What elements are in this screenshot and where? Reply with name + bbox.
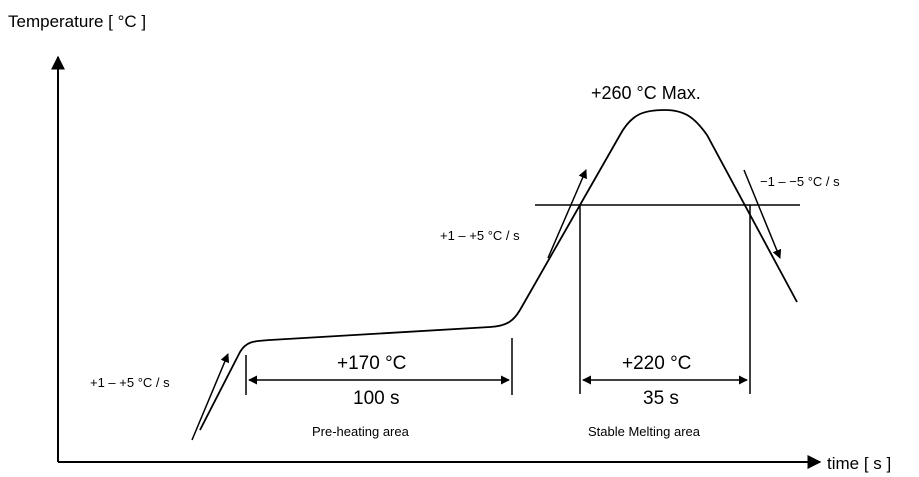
cooling-rate-label: −1 – −5 °C / s [760, 174, 840, 189]
preheat-temperature-label: +170 °C [337, 353, 406, 374]
melting-temperature-label: +220 °C [622, 353, 691, 374]
second-ramp-rate-label: +1 – +5 °C / s [440, 228, 520, 243]
temperature-profile-curve [199, 109, 798, 431]
initial-ramp-arrow [191, 353, 230, 441]
melting-duration-label: 35 s [643, 388, 679, 409]
initial-ramp-rate-label: +1 – +5 °C / s [90, 375, 170, 390]
second-ramp-arrow [547, 169, 587, 259]
preheat-duration-label: 100 s [353, 388, 399, 409]
peak-temperature-label: +260 °C Max. [591, 83, 701, 103]
y-axis-title: Temperature [ °C ] [8, 12, 146, 31]
cooling-arrow [743, 169, 782, 259]
melting-area-label: Stable Melting area [588, 424, 701, 439]
preheat-area-label: Pre-heating area [312, 424, 410, 439]
x-axis-title: time [ s ] [827, 454, 891, 473]
